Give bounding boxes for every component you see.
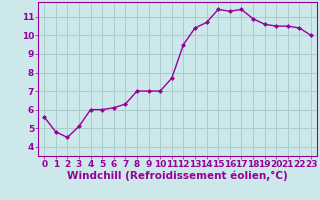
X-axis label: Windchill (Refroidissement éolien,°C): Windchill (Refroidissement éolien,°C)	[67, 171, 288, 181]
